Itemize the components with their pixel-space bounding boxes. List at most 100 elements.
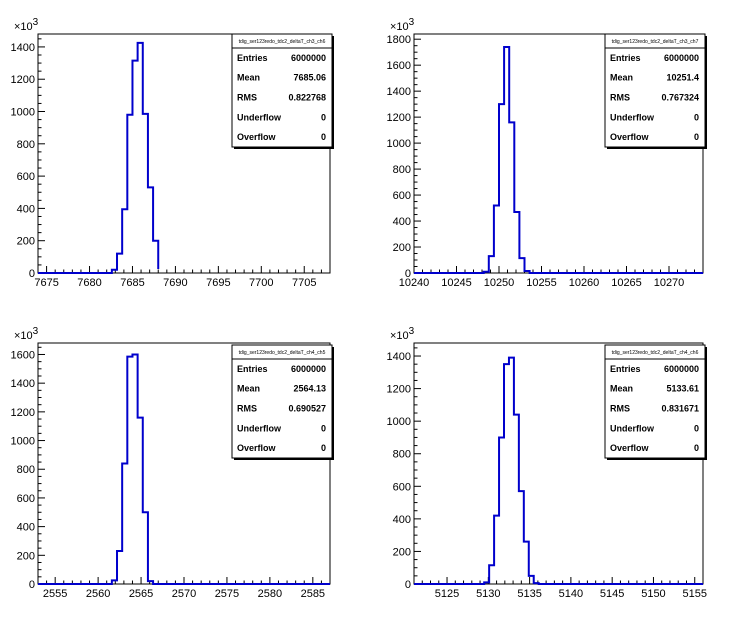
y-tick-label: 1400	[11, 42, 35, 54]
x-tick-label: 10260	[569, 277, 600, 289]
stats-value: 0.690527	[288, 404, 326, 414]
x-tick-label: 2560	[86, 588, 110, 600]
stats-label: Entries	[610, 364, 641, 374]
y-tick-label: 800	[17, 464, 35, 476]
y-tick-label: 1000	[11, 107, 35, 119]
y-tick-label: 0	[405, 268, 411, 280]
y-tick-label: 600	[393, 190, 411, 202]
x-tick-label: 2580	[258, 588, 282, 600]
stats-box-title: tdig_ser123redo_tdc2_deltaT_ch4_ch5	[239, 350, 326, 356]
stats-value: 6000000	[291, 364, 326, 374]
stats-value: 6000000	[664, 364, 699, 374]
x-tick-label: 10255	[526, 277, 557, 289]
histogram-line	[38, 353, 330, 585]
stats-box: tdig_ser123redo_tdc2_deltaT_ch4_ch6 Entri…	[604, 344, 707, 460]
y-tick-label: 600	[17, 171, 35, 183]
stats-value: 0	[694, 443, 699, 453]
stats-value: 0	[321, 112, 326, 122]
y-tick-label: 0	[405, 579, 411, 591]
x-tick-label: 5140	[559, 588, 583, 600]
histogram-panel: 7675 7680 7685 7690 7695 7700 7705 0 200 400 600 80…	[11, 17, 334, 289]
x-tick-label: 7680	[77, 277, 101, 289]
stats-label: Overflow	[610, 443, 650, 453]
x-tick-label: 10250	[484, 277, 515, 289]
stats-box-frame	[231, 33, 333, 148]
y-tick-label: 1400	[11, 378, 35, 390]
histogram-panel: 10240 10245 10250 10255 10260 10265 10270 0 200 4…	[387, 17, 707, 289]
x-tick-label: 7690	[163, 277, 187, 289]
y-tick-label: 200	[393, 546, 411, 558]
stats-box-frame	[231, 344, 333, 459]
stats-value: 10251.4	[666, 73, 699, 83]
stats-label: Underflow	[610, 423, 655, 433]
x-tick-label: 10245	[441, 277, 472, 289]
stats-value: 5133.61	[666, 384, 699, 394]
y-tick-label: 600	[17, 493, 35, 505]
x-tick-label: 5130	[476, 588, 500, 600]
y-exponent-label: ×103	[390, 326, 415, 342]
stats-value: 6000000	[664, 53, 699, 63]
y-exponent-label: ×103	[390, 17, 415, 33]
stats-label: RMS	[237, 404, 257, 414]
y-tick-label: 1000	[387, 416, 411, 428]
y-tick-label: 0	[29, 579, 35, 591]
histogram-line	[414, 356, 703, 585]
stats-label: Mean	[610, 73, 633, 83]
stats-label: Underflow	[237, 423, 282, 433]
stats-label: Overflow	[237, 443, 277, 453]
x-tick-label: 7700	[249, 277, 273, 289]
x-tick-label: 7695	[206, 277, 230, 289]
x-tick-label: 5145	[600, 588, 624, 600]
histogram-panel: 2555 2560 2565 2570 2575 2580 2585 0 200 400 600 80…	[11, 326, 334, 600]
x-tick-label: 5135	[517, 588, 541, 600]
stats-box-title: tdig_ser123redo_tdc2_deltaT_ch3_ch7	[612, 39, 699, 45]
stats-value: 0.767324	[661, 93, 699, 103]
y-tick-label: 400	[17, 522, 35, 534]
stats-value: 0	[321, 443, 326, 453]
x-tick-label: 5125	[435, 588, 459, 600]
y-tick-label: 400	[17, 203, 35, 215]
stats-value: 7685.06	[293, 73, 326, 83]
stats-label: Overflow	[610, 132, 650, 142]
stats-label: Underflow	[237, 112, 282, 122]
histogram-line	[38, 41, 160, 274]
y-tick-label: 1600	[11, 349, 35, 361]
x-tick-label: 10270	[654, 277, 685, 289]
y-tick-label: 800	[393, 164, 411, 176]
x-tick-label: 2585	[301, 588, 325, 600]
y-tick-label: 1200	[387, 384, 411, 396]
stats-label: Underflow	[610, 112, 655, 122]
x-tick-label: 10240	[399, 277, 430, 289]
x-tick-label: 2575	[215, 588, 239, 600]
x-tick-label: 2570	[172, 588, 196, 600]
y-tick-label: 1000	[11, 436, 35, 448]
y-tick-label: 1600	[387, 60, 411, 72]
y-tick-label: 1200	[11, 407, 35, 419]
stats-label: RMS	[610, 404, 630, 414]
stats-label: Overflow	[237, 132, 277, 142]
histogram-line	[414, 45, 703, 274]
y-tick-label: 200	[17, 550, 35, 562]
y-tick-label: 1000	[387, 138, 411, 150]
stats-value: 0.831671	[661, 404, 699, 414]
x-tick-label: 7705	[292, 277, 316, 289]
stats-box-frame	[604, 33, 706, 148]
y-tick-label: 200	[393, 242, 411, 254]
x-tick-label: 2565	[129, 588, 153, 600]
y-tick-label: 200	[17, 236, 35, 248]
stats-label: Entries	[237, 53, 268, 63]
x-tick-label: 7685	[120, 277, 144, 289]
y-tick-label: 1200	[387, 112, 411, 124]
y-tick-label: 1800	[387, 34, 411, 46]
stats-label: Entries	[237, 364, 268, 374]
x-tick-label: 7675	[34, 277, 58, 289]
stats-box-title: tdig_ser123redo_tdc2_deltaT_ch4_ch6	[612, 350, 699, 356]
y-tick-label: 400	[393, 514, 411, 526]
stats-value: 0.822768	[288, 93, 326, 103]
stats-box: tdig_ser123redo_tdc2_deltaT_ch3_ch6 Entri…	[231, 33, 334, 149]
stats-box: tdig_ser123redo_tdc2_deltaT_ch3_ch7 Entri…	[604, 33, 707, 149]
stats-value: 0	[321, 423, 326, 433]
stats-value: 6000000	[291, 53, 326, 63]
stats-box: tdig_ser123redo_tdc2_deltaT_ch4_ch5 Entri…	[231, 344, 334, 460]
